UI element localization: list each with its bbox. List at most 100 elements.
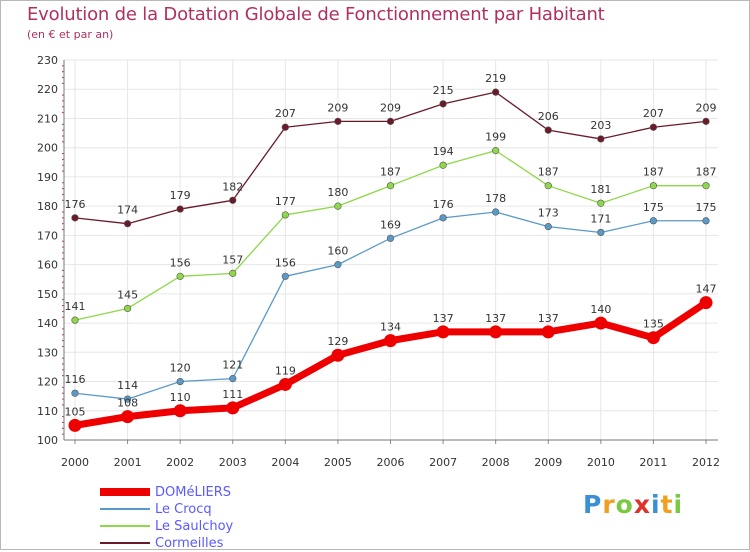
x-tick-label: 2006 [377,456,405,469]
logo-letter: t [660,490,674,519]
data-label-le-saulchoy: 187 [538,166,559,179]
x-tick-label: 2000 [61,456,89,469]
data-point-dom-liers [699,296,713,310]
x-tick-label: 2010 [587,456,615,469]
logo-letter: i [673,490,684,519]
data-point-dom-liers [646,331,660,345]
data-label-le-saulchoy: 141 [65,300,86,313]
data-point-dom-liers [489,325,503,339]
chart-title: Evolution de la Dotation Globale de Fonc… [27,4,605,25]
data-label-le-saulchoy: 156 [170,256,191,269]
legend-swatch-domeliers [100,488,150,496]
data-label-le-saulchoy: 194 [433,145,454,158]
data-point-le-crocq [492,208,500,216]
proxiti-logo: Proxiti [583,490,683,519]
y-tick-label: 160 [37,259,58,272]
x-tick-label: 2009 [534,456,562,469]
legend-swatch-le-saulchoy [100,525,150,527]
legend-swatch-cormeilles [100,542,150,544]
data-label-cormeilles: 206 [538,110,559,123]
data-label-dom-liers: 129 [327,335,348,348]
data-label-le-crocq: 178 [485,192,506,205]
data-label-le-crocq: 121 [222,359,243,372]
data-point-le-crocq [544,223,552,231]
data-point-le-crocq [176,377,184,386]
data-point-le-saulchoy [439,161,447,169]
data-label-cormeilles: 219 [485,72,506,85]
data-label-cormeilles: 182 [222,180,243,193]
legend-label-le-saulchoy: Le Saulchoy [155,519,234,534]
x-tick-label: 2011 [639,456,667,469]
y-tick-label: 220 [37,83,58,96]
data-label-le-saulchoy: 181 [590,183,611,196]
legend-label-cormeilles: Cormeilles [155,536,224,551]
data-label-cormeilles: 209 [696,101,717,114]
data-label-le-crocq: 156 [275,256,296,269]
data-point-le-saulchoy [123,304,132,313]
data-point-cormeilles [123,220,132,228]
data-label-le-saulchoy: 187 [696,166,717,179]
y-tick-label: 130 [37,346,58,359]
legend-label-le-crocq: Le Crocq [155,502,212,517]
x-tick-label: 2012 [692,456,720,469]
data-point-dom-liers [226,401,240,415]
data-label-cormeilles: 215 [433,84,454,97]
data-label-dom-liers: 137 [433,312,454,325]
data-point-dom-liers [173,404,187,418]
data-point-dom-liers [384,334,397,348]
data-label-cormeilles: 203 [590,119,611,132]
data-point-cormeilles [281,123,289,131]
y-tick-label: 120 [37,376,58,389]
data-point-cormeilles [176,205,184,213]
data-label-cormeilles: 209 [380,101,401,114]
data-label-le-saulchoy: 177 [275,195,296,208]
data-point-dom-liers [541,325,555,339]
data-point-le-saulchoy [544,182,552,190]
data-label-dom-liers: 137 [538,312,559,325]
data-point-cormeilles [544,126,552,134]
data-point-le-crocq [702,217,710,225]
data-point-cormeilles [702,117,710,125]
data-label-le-saulchoy: 145 [117,288,138,301]
data-point-cormeilles [229,196,237,204]
data-point-le-crocq [439,214,447,222]
data-point-cormeilles [597,135,605,143]
data-label-dom-liers: 135 [643,318,664,331]
x-tick-label: 2004 [271,456,299,469]
data-point-le-saulchoy [334,202,342,210]
data-point-le-saulchoy [229,269,237,277]
y-tick-label: 140 [37,317,58,330]
data-point-le-saulchoy [281,211,289,219]
data-label-cormeilles: 209 [327,101,348,114]
data-point-dom-liers [331,348,345,362]
data-label-le-crocq: 173 [538,207,559,220]
data-label-le-crocq: 120 [170,362,191,375]
logo-letter: r [602,490,616,519]
y-tick-label: 110 [37,405,58,418]
data-point-le-saulchoy [492,147,500,155]
data-point-le-saulchoy [649,182,658,190]
data-label-le-crocq: 171 [590,212,611,225]
y-tick-label: 230 [37,54,58,67]
data-point-le-crocq [597,228,605,237]
data-point-le-crocq [649,217,658,225]
data-label-dom-liers: 140 [590,303,611,316]
data-point-dom-liers [436,325,450,339]
x-tick-label: 2002 [166,456,194,469]
y-tick-label: 170 [37,229,58,242]
x-tick-label: 2008 [482,456,510,469]
data-label-le-crocq: 169 [380,218,401,231]
data-point-le-crocq [281,272,289,280]
data-point-le-crocq [229,375,237,383]
logo-letter: x [633,490,651,519]
data-point-dom-liers [68,418,82,432]
data-label-le-saulchoy: 187 [643,166,664,179]
data-label-dom-liers: 134 [380,321,401,334]
data-point-le-crocq [334,261,342,269]
data-point-cormeilles [334,117,342,125]
data-label-le-crocq: 176 [433,198,454,211]
data-label-cormeilles: 179 [170,189,191,202]
logo-letter: i [651,490,661,519]
data-label-dom-liers: 111 [222,388,243,401]
